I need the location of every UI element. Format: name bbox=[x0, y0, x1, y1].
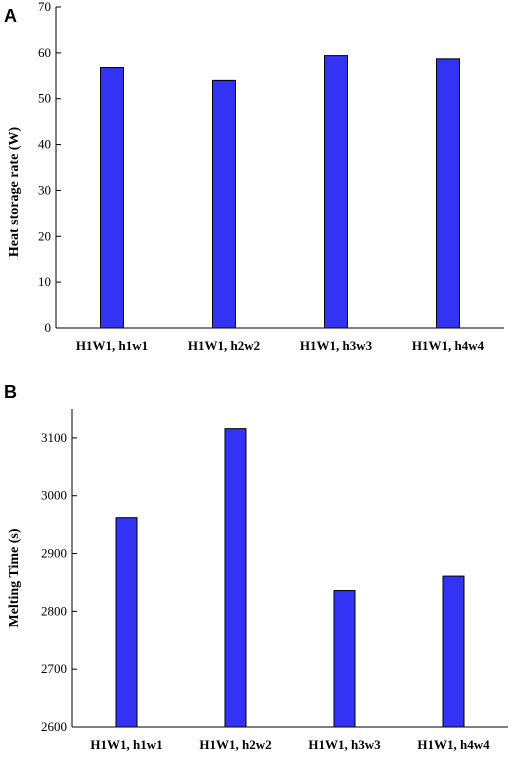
category-labels-b: H1W1, h1w1 H1W1, h2w2 H1W1, h3w3 H1W1, h4w4 bbox=[90, 737, 490, 752]
y-tick-label: 50 bbox=[38, 91, 51, 106]
bar bbox=[442, 575, 465, 728]
x-category-label: H1W1, h1w1 bbox=[90, 737, 162, 752]
bar bbox=[324, 55, 348, 329]
y-axis-title-a: Heat storage rate (W) bbox=[7, 127, 22, 258]
x-category-label: H1W1, h4w4 bbox=[412, 338, 485, 353]
y-tick-label: 60 bbox=[38, 45, 51, 60]
y-tick-label: 2600 bbox=[41, 719, 67, 734]
bar bbox=[224, 428, 247, 728]
bars-b bbox=[115, 428, 465, 728]
x-category-label: H1W1, h3w3 bbox=[308, 737, 381, 752]
category-labels-a: H1W1, h1w1 H1W1, h2w2 H1W1, h3w3 H1W1, h4w4 bbox=[76, 338, 485, 353]
bar bbox=[100, 67, 124, 329]
y-tick-label: 3000 bbox=[41, 488, 67, 503]
panel-letter-a: A bbox=[4, 6, 17, 26]
y-tick-label: 10 bbox=[38, 274, 51, 289]
y-tick-label: 30 bbox=[38, 182, 51, 197]
x-category-label: H1W1, h2w2 bbox=[199, 737, 271, 752]
y-tick-label: 40 bbox=[38, 137, 51, 152]
y-ticks-a: 0 10 20 30 40 50 60 70 bbox=[38, 0, 61, 335]
y-axis-title-b: Melting Time (s) bbox=[7, 528, 22, 627]
y-tick-label: 70 bbox=[38, 0, 51, 14]
bars-a bbox=[100, 55, 460, 329]
x-category-label: H1W1, h1w1 bbox=[76, 338, 148, 353]
y-tick-label: 2900 bbox=[41, 546, 67, 561]
y-tick-label: 2700 bbox=[41, 661, 67, 676]
y-tick-label: 0 bbox=[45, 320, 52, 335]
y-tick-label: 20 bbox=[38, 228, 51, 243]
y-tick-label: 2800 bbox=[41, 603, 67, 618]
panel-letter-b: B bbox=[4, 382, 17, 402]
x-category-label: H1W1, h2w2 bbox=[188, 338, 260, 353]
x-category-label: H1W1, h3w3 bbox=[300, 338, 373, 353]
y-tick-label: 3100 bbox=[41, 430, 67, 445]
bar bbox=[333, 590, 356, 728]
bar bbox=[115, 517, 138, 728]
y-ticks-b: 2600 2700 2800 2900 3000 3100 bbox=[41, 430, 77, 734]
bar bbox=[212, 79, 236, 329]
x-category-label: H1W1, h4w4 bbox=[417, 737, 490, 752]
bar bbox=[436, 58, 460, 329]
